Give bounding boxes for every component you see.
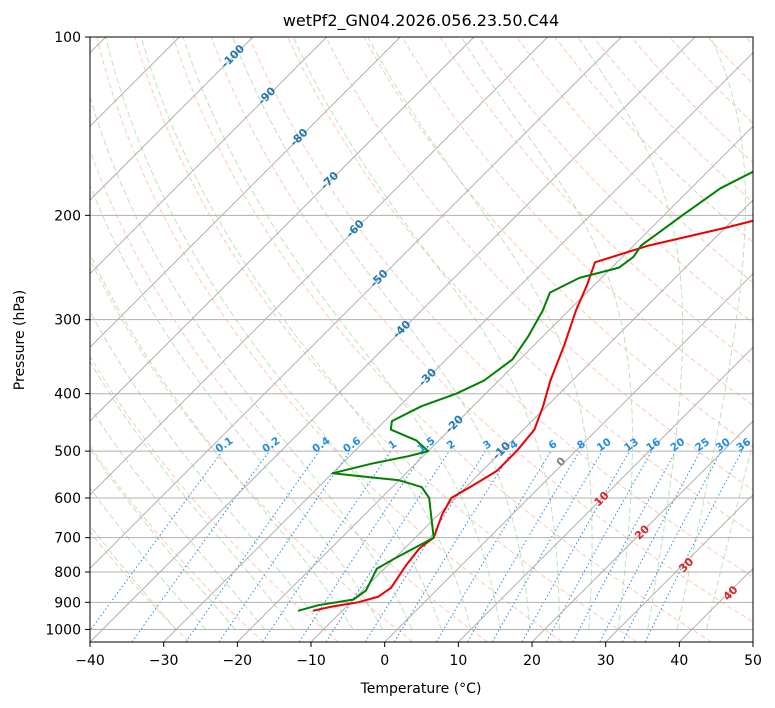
isotherm-line [90,37,475,422]
isotherm-line [236,125,753,642]
isotherm-line [90,37,328,275]
isotherm-line [531,420,753,642]
isotherm-line [163,51,753,642]
x-axis-tick-label: −10 [296,653,326,669]
moist-adiabat-line [367,37,593,630]
moist-adiabat-line [90,406,265,630]
y-axis-tick-label: 1000 [45,622,81,638]
dry-adiabat-line [401,37,753,406]
moist-adiabat-line [676,37,746,630]
moist-adiabat-line [90,360,295,630]
y-axis-tick-label: 600 [54,491,81,507]
moist-adiabat-line [706,440,753,630]
mixing-ratio-line [90,450,223,632]
y-axis-tick-label: 700 [54,531,81,547]
moist-adiabat-line [577,37,684,630]
temperature-profile-line [312,219,753,612]
dry-adiabat-line [248,37,753,578]
dry-adiabat-line [287,37,753,534]
x-axis-tick-label: 0 [380,653,389,669]
isotherm-line [90,37,696,642]
x-axis-label: Temperature (°C) [360,681,482,697]
chart-title: wetPf2_GN04.2026.056.23.50.C44 [283,11,559,31]
mixing-ratio-line [393,450,513,642]
x-axis-tick-label: 10 [449,653,467,669]
dry-adiabat-line [516,37,753,284]
y-axis-tick-label: 800 [54,565,81,581]
plot-area [90,37,753,642]
moist-adiabat-line [90,524,177,630]
y-axis-label: Pressure (hPa) [12,290,28,390]
moist-adiabat-line [90,184,383,630]
isotherm-line [605,493,753,642]
mixing-ratio-line [131,450,270,642]
isotherm-line [457,346,753,642]
mixing-ratio-line [262,450,392,642]
x-axis-tick-label: 40 [670,653,688,669]
y-axis-tick-label: 500 [54,444,81,460]
plot-frame [89,36,754,643]
y-axis-tick-label: 400 [54,387,81,403]
moist-adiabat-line [232,37,531,630]
mixing-ratio-line [572,450,677,642]
moist-adiabat-line [90,487,207,630]
profiles-layer [297,170,753,612]
moist-adiabat-line [90,252,354,630]
axis-ticks-layer: −40 −30 −20 −10 0 10 20 30 40 50 100 200 300 400 500 60… [45,30,762,669]
y-axis-tick-label: 100 [54,30,81,46]
isotherm-line [90,37,401,349]
pressure-grid-layer [90,214,753,630]
dry-adiabat-line [90,258,414,642]
mixing-ratio-line [185,450,320,642]
isotherm-line [384,272,753,642]
mixing-ratio-line [325,450,450,642]
x-axis-tick-label: 20 [523,653,541,669]
dry-adiabat-line [172,37,712,642]
x-axis-tick-label: −40 [75,653,105,669]
background-lines-layer [90,37,753,642]
dry-adiabat-line [90,531,190,642]
isotherm-line [310,199,753,642]
mixing-ratio-line [218,450,351,642]
x-axis-tick-label: 30 [597,653,615,669]
x-axis-tick-label: 50 [744,653,762,669]
y-axis-tick-label: 900 [54,595,81,611]
isotherm-line [90,37,254,201]
mixing-ratio-line [545,450,653,642]
dry-adiabat-line [478,37,753,324]
isotherm-line [90,37,549,496]
y-axis-tick-label: 300 [54,313,81,329]
mixing-ratio-line [644,450,743,642]
dry-adiabat-line [325,37,753,491]
mixing-ratio-line [298,450,425,642]
x-axis-tick-label: −20 [223,653,253,669]
y-axis-tick-label: 200 [54,208,81,224]
moist-adiabat-line [182,37,501,630]
isotherm-line [90,37,622,570]
mixing-ratio-line [521,450,630,642]
x-axis-tick-label: −30 [149,653,179,669]
moist-adiabat-line [292,37,560,630]
dry-adiabat-line [134,37,638,642]
dewpoint-profile-line [297,170,753,612]
